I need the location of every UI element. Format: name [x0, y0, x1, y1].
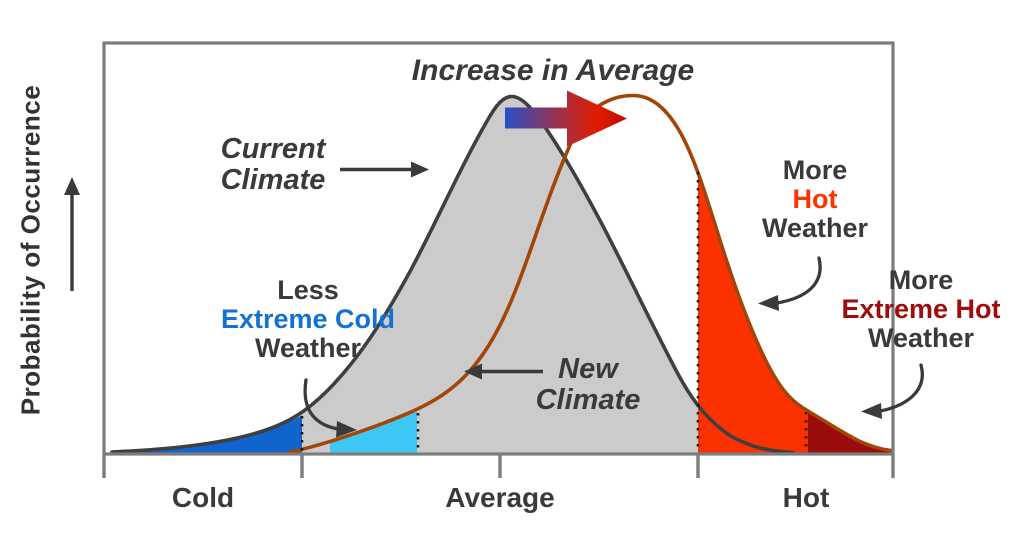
y-axis-arrow-icon [64, 177, 80, 291]
increase-in-average-label: Increase in Average [411, 54, 695, 87]
new-climate-line2: Climate [535, 384, 641, 417]
less-extreme-cold-label: Less Extreme Cold Weather [220, 275, 396, 364]
increase-shift-arrow-icon [505, 90, 627, 147]
plot-frame [102, 41, 895, 456]
x-tick-label-cold: Cold [171, 482, 235, 513]
more-extreme-hot-region [808, 411, 891, 453]
extreme-cold-region [112, 415, 302, 453]
current-climate-arrow-icon [340, 161, 429, 178]
x-tick-label-average: Average [445, 482, 555, 513]
less-extreme-cold-line2: Extreme Cold [220, 304, 396, 335]
more-hot-arrow-icon [758, 256, 822, 311]
more-hot-line3: Weather [761, 213, 869, 244]
more-extreme-hot-line1: More [888, 265, 954, 295]
current-climate-area [112, 96, 793, 454]
x-axis-ticks [102, 455, 895, 478]
y-axis-label: Probability of Occurrence [15, 84, 46, 416]
x-tick-label-hot: Hot [782, 482, 830, 513]
new-climate-label: New Climate [535, 353, 641, 417]
current-climate-curve [110, 94, 795, 455]
new-climate-arrow-icon [464, 363, 543, 380]
less-extreme-cold-line3: Weather [254, 333, 362, 364]
more-hot-line2: Hot [792, 184, 838, 215]
less-extreme-cold-line1: Less [277, 275, 339, 305]
more-extreme-hot-label: More Extreme Hot Weather [841, 265, 1001, 354]
more-extreme-hot-line2: Extreme Hot [841, 294, 1001, 325]
current-climate-label: Current Climate [220, 133, 326, 197]
less-extreme-cold-arrow-icon [303, 378, 357, 438]
more-hot-line1: More [782, 155, 848, 185]
current-climate-line2: Climate [220, 164, 326, 197]
more-hot-label: More Hot Weather [761, 155, 869, 244]
more-hot-region [698, 168, 808, 453]
more-extreme-hot-arrow-icon [861, 363, 924, 419]
new-cold-region [330, 411, 417, 453]
more-extreme-hot-line3: Weather [867, 323, 975, 354]
new-climate-curve [287, 93, 893, 455]
current-climate-line1: Current [220, 133, 326, 165]
new-climate-line1: New [558, 353, 618, 385]
